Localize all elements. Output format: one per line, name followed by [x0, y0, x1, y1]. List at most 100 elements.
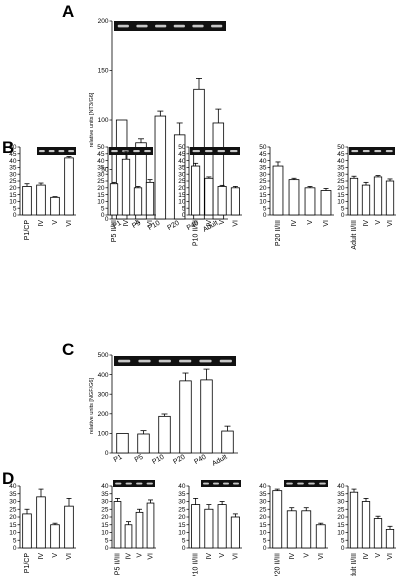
panel-d5-category-label: VI: [387, 553, 394, 560]
panel-b3-gel-band: [192, 150, 200, 153]
panel-a-category-label: P20: [166, 220, 180, 232]
panel-d4-y-tick-label: 25: [259, 506, 267, 513]
panel-b3-y-tick-label: 50: [178, 144, 186, 151]
panel-b4-y-tick-label: 50: [259, 144, 267, 151]
panel-b3-y-tick-label: 0: [182, 212, 186, 219]
panel-b5-y-tick-label: 25: [337, 178, 345, 185]
panel-d3-bar: [217, 504, 227, 549]
panel-d2-category-label: IV: [126, 553, 133, 560]
panel-d3-category-label: V: [219, 553, 226, 558]
panel-b5-y-tick-label: 15: [337, 192, 345, 199]
panel-b5-bar: [385, 180, 395, 216]
panel-b5-y-tick-label: 30: [337, 171, 345, 178]
panel-label-d: D: [2, 469, 14, 488]
panel-b4-y-tick-label: 15: [259, 192, 267, 199]
panel-c-gel-image: [114, 356, 236, 366]
panel-b3-y-tick-label: 10: [178, 199, 186, 206]
panel-b1-category-label: VI: [66, 220, 73, 227]
panel-b1-y-tick-label: 35: [9, 165, 17, 172]
panel-d4-y-tick-label: 10: [259, 530, 267, 537]
panel-d2-y-tick-label: 20: [101, 514, 109, 521]
panel-d2-gel-band: [125, 482, 132, 485]
panel-a-gel-band: [211, 24, 223, 28]
panel-b4-y-tick-label: 30: [259, 171, 267, 178]
panel-b4-bar: [272, 165, 284, 216]
panel-b5-gel-band: [385, 150, 393, 153]
panel-b1-category-label: V: [52, 220, 59, 225]
panel-b2-y-tick-label: 35: [97, 165, 105, 172]
panel-b2-gel-band: [111, 150, 118, 153]
panel-b5-gel-band: [351, 150, 359, 153]
panel-b3-bar: [191, 165, 201, 216]
panel-d5-y-tick-label: 15: [337, 522, 345, 529]
panel-b2-y-tick-label: 15: [97, 192, 105, 199]
panel-d4-y-tick-label: 0: [263, 545, 267, 552]
panel-c-bar: [221, 430, 234, 454]
panel-b2-y-tick-label: 10: [97, 199, 105, 206]
panel-b3-gel-band: [230, 150, 238, 153]
panel-a-y-tick-label: 200: [98, 18, 109, 25]
panel-b3-y-tick-label: 20: [178, 185, 186, 192]
panel-c-y-tick-label: 500: [98, 352, 109, 359]
panel-b5-y-tick-label: 50: [337, 144, 345, 151]
panel-d2-bar: [124, 524, 133, 549]
panel-d3-bar: [191, 504, 201, 549]
panel-d3-y-tick-label: 30: [178, 499, 186, 506]
panel-b3-y-tick-label: 30: [178, 171, 186, 178]
panel-b4-y-tick-label: 35: [259, 165, 267, 172]
panel-b3-bar: [204, 177, 214, 216]
panel-b3-y-tick-label: 5: [182, 205, 186, 212]
panel-b5-y-tick-label: 0: [341, 212, 345, 219]
panel-b3-category-label: IV: [206, 220, 213, 227]
panel-d1-y-tick-label: 20: [9, 514, 17, 521]
panel-d1-y-tick-label: 0: [13, 545, 17, 552]
panel-b1-y-tick-label: 10: [9, 199, 17, 206]
panel-d4-y-tick-label: 20: [259, 514, 267, 521]
panel-d2-y-tick-label: 10: [101, 530, 109, 537]
panel-b5-y-tick-label: 45: [337, 151, 345, 158]
panel-b1-y-tick-label: 0: [13, 212, 17, 219]
panel-d3-gel-image: [201, 480, 241, 487]
panel-a-gel-band: [155, 24, 167, 28]
panel-d3-bar: [204, 508, 214, 549]
panel-b2-y-tick-label: 50: [97, 144, 105, 151]
panel-b4-category-label: VI: [323, 220, 330, 227]
panel-d2-y-tick-label: 35: [101, 491, 109, 498]
panel-a-gel-band: [136, 24, 148, 28]
panel-c-y-tick-label: 200: [98, 411, 109, 418]
panel-b3-y-tick-label: 40: [178, 158, 186, 165]
panel-d2-category-label: VI: [148, 553, 155, 560]
panel-b2-gel-band: [133, 150, 140, 153]
panel-a-category-label: P5: [131, 220, 142, 230]
panel-d2-y-tick-label: 5: [105, 537, 109, 544]
panel-b3-gel-image: [190, 147, 240, 155]
panel-d3-category-label: P10 II/III: [193, 553, 200, 576]
panel-b2-y-tick-label: 5: [101, 205, 105, 212]
panel-d4-gel-image: [284, 480, 328, 487]
panel-b5-y-tick-label: 35: [337, 165, 345, 172]
panel-b2-gel-band: [144, 150, 151, 153]
panel-b3-category-label: V: [219, 220, 226, 225]
panel-c-gel-band: [158, 359, 171, 363]
panel-c-bar: [200, 379, 213, 454]
panel-b2-y-tick-label: 25: [97, 178, 105, 185]
panel-d1-y-tick-label: 40: [9, 483, 17, 490]
panel-d1-y-tick-label: 10: [9, 530, 17, 537]
panel-d4-bar: [315, 524, 326, 549]
panel-d5-y-tick-label: 30: [337, 499, 345, 506]
panel-d1-category-label: IV: [38, 553, 45, 560]
panel-label-c: C: [62, 340, 74, 359]
panel-label-a: A: [62, 2, 74, 21]
panel-a-y-axis-label: relative units [NT3/G6]: [89, 92, 95, 147]
panel-c-category-label: P5: [134, 454, 145, 464]
panel-c-gel-band: [118, 359, 131, 363]
panel-b2-y-tick-label: 40: [97, 158, 105, 165]
panel-b5-bar: [361, 184, 371, 216]
panel-d3-y-tick-label: 10: [178, 530, 186, 537]
panel-d5-y-tick-label: 5: [341, 537, 345, 544]
panel-d1-y-tick-label: 35: [9, 491, 17, 498]
panel-b4-bar: [288, 179, 300, 216]
panel-c-gel-band: [219, 359, 232, 363]
panel-b1-y-tick-label: 45: [9, 151, 17, 158]
panel-d1-category-label: V: [52, 553, 59, 558]
